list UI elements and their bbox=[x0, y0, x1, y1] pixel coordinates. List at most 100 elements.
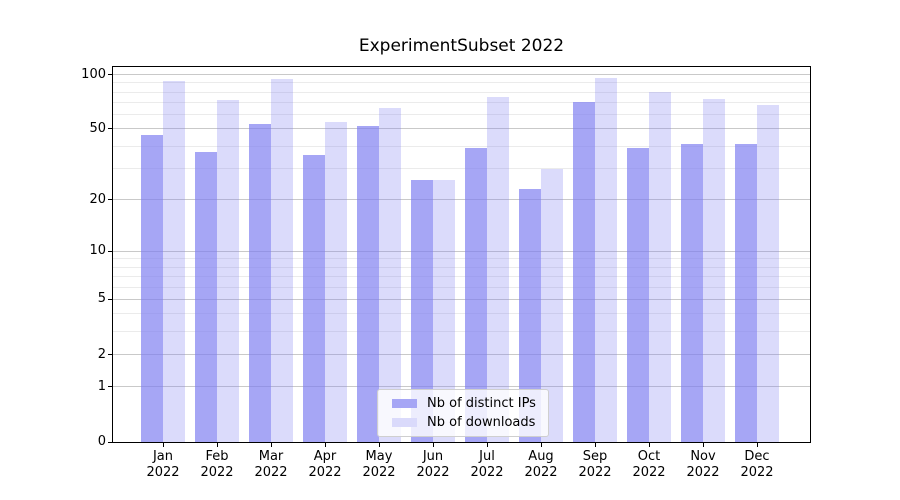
x-tick-year: 2022 bbox=[470, 465, 504, 480]
x-tick-sep bbox=[594, 443, 596, 447]
gridline-minor-y-80 bbox=[113, 91, 810, 93]
gridline-y-50 bbox=[113, 128, 810, 130]
bar-downloads-mar bbox=[271, 79, 293, 442]
bar-distinct-ips-feb bbox=[195, 152, 217, 442]
x-tick-year: 2022 bbox=[362, 465, 396, 480]
gridline-y-1 bbox=[113, 386, 810, 388]
bar-downloads-feb bbox=[217, 100, 239, 442]
gridline-y-100 bbox=[113, 74, 810, 75]
x-tick-label-sep: Sep 2022 bbox=[555, 449, 635, 481]
x-tick-year: 2022 bbox=[740, 465, 774, 480]
y-tick-label-10: 10 bbox=[89, 243, 106, 259]
y-tick-label-1: 1 bbox=[97, 378, 106, 394]
y-tick-100 bbox=[108, 74, 112, 75]
x-tick-jul bbox=[486, 443, 488, 447]
gridline-minor-y-30 bbox=[113, 168, 810, 170]
bar-distinct-ips-jun bbox=[411, 179, 433, 442]
legend-swatch-distinct-ips bbox=[392, 399, 417, 408]
x-tick-label-dec: Dec 2022 bbox=[717, 449, 797, 481]
bar-downloads-dec bbox=[757, 104, 779, 442]
gridline-y-20 bbox=[113, 199, 810, 201]
gridline-minor-y-3 bbox=[113, 331, 810, 333]
x-tick-may bbox=[378, 443, 380, 447]
y-tick-label-2: 2 bbox=[97, 346, 106, 362]
gridline-y-2 bbox=[113, 354, 810, 355]
x-tick-month: Jan bbox=[152, 449, 174, 464]
bar-downloads-jul bbox=[487, 97, 509, 442]
gridline-minor-y-6 bbox=[113, 286, 810, 288]
x-tick-jun bbox=[432, 443, 434, 447]
gridline-minor-y-7 bbox=[113, 275, 810, 277]
x-tick-aug bbox=[540, 443, 542, 447]
y-tick-label-0: 0 bbox=[97, 434, 106, 449]
bar-distinct-ips-aug bbox=[519, 188, 541, 442]
gridline-minor-y-70 bbox=[113, 102, 810, 104]
x-tick-month: Nov bbox=[690, 449, 716, 464]
x-tick-month: Apr bbox=[313, 449, 337, 464]
bar-distinct-ips-may bbox=[357, 125, 379, 442]
bar-distinct-ips-apr bbox=[303, 154, 325, 442]
gridline-minor-y-8 bbox=[113, 266, 810, 268]
gridline-y-10 bbox=[113, 250, 810, 252]
x-tick-label-aug: Aug 2022 bbox=[501, 449, 581, 481]
x-tick-label-jan: Jan 2022 bbox=[123, 449, 203, 481]
legend-label-distinct-ips: Nb of distinct IPs bbox=[427, 396, 536, 411]
x-tick-month: Jun bbox=[422, 449, 444, 464]
x-tick-label-mar: Mar 2022 bbox=[231, 449, 311, 481]
legend-label-downloads: Nb of downloads bbox=[427, 415, 536, 430]
x-tick-label-jun: Jun 2022 bbox=[393, 449, 473, 481]
x-tick-year: 2022 bbox=[578, 465, 612, 480]
bar-distinct-ips-oct bbox=[627, 148, 649, 442]
x-tick-month: Feb bbox=[205, 449, 229, 464]
x-tick-year: 2022 bbox=[524, 465, 558, 480]
x-tick-year: 2022 bbox=[200, 465, 234, 480]
x-tick-oct bbox=[648, 443, 650, 447]
x-tick-month: Oct bbox=[637, 449, 661, 464]
x-tick-apr bbox=[324, 443, 326, 447]
x-tick-year: 2022 bbox=[146, 465, 180, 480]
x-tick-dec bbox=[756, 443, 758, 447]
gridline-minor-y-9 bbox=[113, 258, 810, 260]
y-tick-20 bbox=[108, 199, 112, 201]
y-tick-10 bbox=[108, 250, 112, 252]
bar-distinct-ips-mar bbox=[249, 124, 271, 442]
x-tick-nov bbox=[702, 443, 704, 447]
x-tick-month: May bbox=[365, 449, 393, 464]
y-tick-label-100: 100 bbox=[81, 66, 106, 82]
bar-distinct-ips-sep bbox=[573, 101, 595, 442]
gridline-minor-y-4 bbox=[113, 313, 810, 315]
y-tick-2 bbox=[108, 354, 112, 355]
legend-item-distinct-ips: Nb of distinct IPs bbox=[378, 394, 548, 413]
y-tick-label-5: 5 bbox=[97, 291, 106, 307]
y-tick-label-50: 50 bbox=[89, 120, 106, 136]
x-tick-month: Jul bbox=[479, 449, 495, 464]
gridline-minor-y-90 bbox=[113, 82, 810, 84]
x-tick-year: 2022 bbox=[632, 465, 666, 480]
bar-distinct-ips-jul bbox=[465, 148, 487, 442]
x-tick-label-apr: Apr 2022 bbox=[285, 449, 365, 481]
legend-swatch-downloads bbox=[392, 418, 417, 427]
x-tick-month: Mar bbox=[258, 449, 284, 464]
bar-distinct-ips-jan bbox=[141, 135, 163, 442]
legend-item-downloads: Nb of downloads bbox=[378, 413, 548, 432]
x-tick-year: 2022 bbox=[254, 465, 288, 480]
bar-distinct-ips-nov bbox=[681, 144, 703, 442]
bar-downloads-aug bbox=[541, 168, 563, 442]
x-tick-month: Sep bbox=[582, 449, 608, 464]
bar-downloads-apr bbox=[325, 121, 347, 442]
bar-downloads-sep bbox=[595, 77, 617, 442]
y-tick-1 bbox=[108, 386, 112, 388]
y-tick-0 bbox=[108, 441, 112, 443]
y-tick-label-20: 20 bbox=[89, 191, 106, 207]
bar-downloads-nov bbox=[703, 99, 725, 442]
y-tick-50 bbox=[108, 128, 112, 130]
x-tick-mar bbox=[270, 443, 272, 447]
bar-distinct-ips-dec bbox=[735, 144, 757, 442]
x-tick-label-nov: Nov 2022 bbox=[663, 449, 743, 481]
bar-downloads-jan bbox=[163, 81, 185, 442]
y-tick-5 bbox=[108, 298, 112, 300]
x-tick-label-oct: Oct 2022 bbox=[609, 449, 689, 481]
x-tick-label-may: May 2022 bbox=[339, 449, 419, 481]
legend: Nb of distinct IPs Nb of downloads bbox=[377, 389, 549, 437]
